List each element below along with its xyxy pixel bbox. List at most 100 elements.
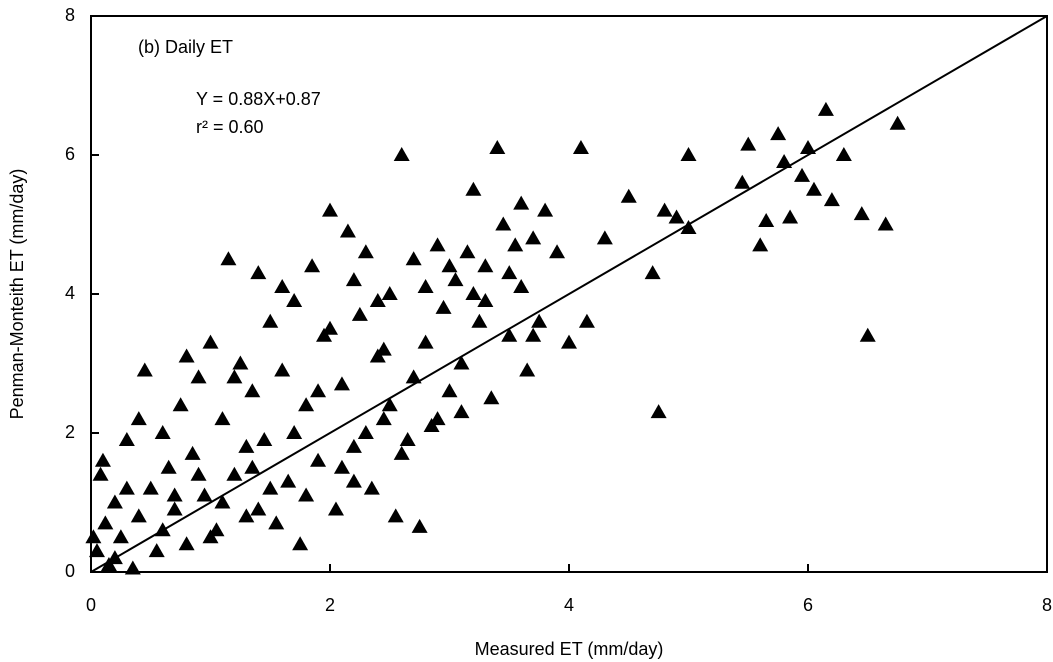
point xyxy=(190,369,207,384)
annotation: (b) Daily ET xyxy=(138,37,233,57)
point xyxy=(172,397,189,412)
point xyxy=(262,313,279,328)
point xyxy=(178,536,195,551)
point xyxy=(280,473,297,488)
point xyxy=(232,355,249,370)
point xyxy=(345,438,362,453)
point xyxy=(92,466,109,481)
point xyxy=(166,487,183,502)
point xyxy=(154,522,171,537)
point xyxy=(525,327,542,342)
point xyxy=(184,445,201,460)
point xyxy=(310,452,327,467)
y-tick-label: 8 xyxy=(65,5,75,25)
point xyxy=(513,195,530,210)
point xyxy=(734,174,751,189)
point xyxy=(238,438,255,453)
point xyxy=(381,286,398,300)
point xyxy=(322,202,338,217)
point xyxy=(495,216,512,231)
point xyxy=(800,140,816,155)
point xyxy=(190,466,207,481)
point xyxy=(286,425,303,439)
point xyxy=(292,536,309,551)
point xyxy=(214,494,231,509)
point xyxy=(620,188,637,203)
point xyxy=(823,192,840,207)
point xyxy=(178,348,195,363)
annotation: r² = 0.60 xyxy=(196,117,264,137)
point xyxy=(680,147,697,161)
point xyxy=(471,313,488,328)
point xyxy=(435,299,452,314)
point xyxy=(339,223,356,238)
point xyxy=(345,272,362,287)
point xyxy=(375,341,392,356)
point xyxy=(345,473,362,488)
point xyxy=(835,147,852,161)
point xyxy=(650,404,667,419)
point xyxy=(298,397,315,412)
point xyxy=(136,362,153,377)
point xyxy=(250,501,267,516)
point xyxy=(477,258,494,273)
point xyxy=(537,202,554,217)
point xyxy=(196,487,213,502)
point xyxy=(88,543,105,558)
y-tick-label: 0 xyxy=(65,561,75,581)
point xyxy=(333,459,350,474)
point xyxy=(465,181,482,196)
point xyxy=(310,383,327,398)
point xyxy=(656,202,673,217)
point xyxy=(166,501,183,516)
point xyxy=(220,251,237,266)
point xyxy=(549,244,566,259)
point xyxy=(758,213,775,228)
point xyxy=(578,313,595,328)
point xyxy=(304,258,321,273)
x-tick-label: 2 xyxy=(325,595,335,615)
point xyxy=(668,209,685,224)
point xyxy=(142,480,159,495)
point xyxy=(226,466,243,481)
point xyxy=(531,313,548,328)
point xyxy=(441,383,458,398)
point xyxy=(322,320,338,335)
point xyxy=(501,327,518,342)
point xyxy=(405,251,422,266)
point xyxy=(97,515,114,530)
point xyxy=(483,390,500,405)
point xyxy=(112,529,129,544)
point xyxy=(429,237,446,252)
point xyxy=(363,480,380,495)
point xyxy=(226,369,243,384)
point xyxy=(202,529,219,544)
point xyxy=(286,292,303,307)
point xyxy=(453,355,470,370)
point xyxy=(118,431,135,446)
x-tick-label: 8 xyxy=(1042,595,1052,615)
point xyxy=(752,237,769,252)
point xyxy=(393,445,410,460)
point xyxy=(429,411,446,426)
point xyxy=(889,115,906,130)
point xyxy=(770,126,787,141)
point xyxy=(405,369,422,384)
point xyxy=(94,452,111,467)
point xyxy=(794,167,811,182)
point xyxy=(393,147,410,161)
point xyxy=(274,279,291,294)
annotation: Y = 0.88X+0.87 xyxy=(196,89,321,109)
point xyxy=(411,518,428,533)
point xyxy=(465,286,482,300)
point xyxy=(148,543,165,558)
point xyxy=(853,206,870,221)
point xyxy=(489,140,506,155)
point xyxy=(357,244,374,259)
point xyxy=(327,501,344,516)
point xyxy=(268,515,285,530)
point xyxy=(680,219,697,234)
point xyxy=(244,383,261,398)
